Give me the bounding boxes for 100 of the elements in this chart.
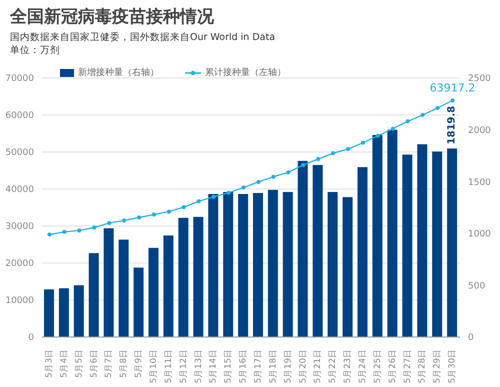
point [286,170,290,174]
data-label: 1819.8 [446,106,458,144]
x-tick-label: 5月14日 [208,349,219,384]
bar [282,192,293,337]
point [420,113,425,117]
data-label: 63917.2 [430,82,476,95]
y2-tick-label: 500 [468,281,486,292]
y-tick-label: 60000 [5,111,34,122]
point [122,218,126,222]
point [376,134,380,138]
point [107,221,112,226]
point [316,157,320,162]
x-tick-label: 5月27日 [402,349,413,384]
point [77,228,82,232]
x-tick-label: 5月7日 [104,349,114,378]
y2-tick-label: 1000 [468,230,492,240]
bar [104,228,114,337]
point [166,210,171,214]
x-tick-label: 5月6日 [89,349,100,378]
x-tick-label: 5月23日 [343,349,354,384]
bar [447,148,458,337]
point [212,194,216,199]
bar [74,285,84,337]
x-tick-label: 5月18日 [268,349,278,384]
point [137,215,142,220]
bar [268,190,278,337]
x-tick-label: 5月11日 [164,349,174,384]
y-tick-label: 20000 [5,259,34,270]
legend-label: 累计接种量（左轴） [204,66,286,79]
chart-subtitle: 国内数据来自国家卫健委，国外数据来自Our World in Data [10,31,276,44]
bar [387,130,398,337]
bar [253,192,263,337]
bar [312,165,323,337]
point [92,225,96,230]
x-tick-label: 5月26日 [388,349,398,384]
x-tick-label: 5月13日 [194,349,204,384]
x-tick-label: 5月4日 [59,349,70,378]
bar [193,216,204,337]
x-tick-label: 5月8日 [119,349,130,378]
y2-tick-label: 0 [468,333,474,344]
x-tick-label: 5月21日 [313,349,324,384]
x-tick-label: 5月28日 [418,349,428,384]
bar [342,197,353,337]
x-tick-label: 5月19日 [283,349,294,384]
point [226,190,231,195]
point [47,232,52,237]
x-tick-label: 5月16日 [238,349,249,384]
bar [208,194,218,337]
point [346,147,350,152]
bar [402,154,412,337]
point [271,174,276,179]
x-tick-label: 5月3日 [44,349,54,378]
legend-label: 新增接种量（右轴） [77,66,159,79]
bar [298,160,308,337]
bar [328,192,338,337]
point [390,126,395,131]
y-tick-label: 0 [28,333,34,344]
point [406,119,410,124]
bar [358,167,368,337]
point [331,151,336,156]
point [182,205,186,210]
x-tick-label: 5月17日 [253,349,264,384]
bar [58,288,69,337]
y2-tick-label: 1500 [468,178,492,188]
bar [134,268,144,337]
text: 单位：万剂 [10,44,60,57]
x-tick-label: 5月5日 [74,349,84,378]
point [152,212,156,217]
y-tick-label: 70000 [5,74,34,84]
bar [432,152,442,337]
x-tick-label: 5月9日 [134,349,144,378]
x-tick-label: 5月24日 [358,349,368,384]
bar [44,289,54,337]
bar [118,240,129,337]
point [196,199,201,204]
y-tick-label: 50000 [5,148,34,158]
x-tick-label: 5月10日 [148,349,159,384]
point [62,230,66,234]
point [256,180,260,184]
bar [88,253,99,337]
bar [238,194,248,337]
x-tick-label: 5月20日 [298,349,308,384]
point [242,186,246,190]
x-tick-label: 5月29日 [432,349,443,384]
point [301,162,306,167]
point [436,106,440,110]
bar [372,134,382,337]
chart-title: 全国新冠病毒疫苗接种情况 [10,6,214,28]
x-tick-label: 5月15日 [224,349,234,384]
point [360,140,365,145]
y-tick-label: 10000 [5,296,34,306]
x-tick-label: 5月25日 [372,349,383,384]
x-tick-label: 5月30日 [448,349,458,384]
y-tick-label: 30000 [5,222,34,232]
point [450,98,455,103]
y2-tick-label: 2000 [468,126,492,136]
x-tick-label: 5月22日 [328,349,338,384]
y-tick-label: 40000 [5,185,34,196]
bar [178,218,188,337]
bar [148,248,158,337]
